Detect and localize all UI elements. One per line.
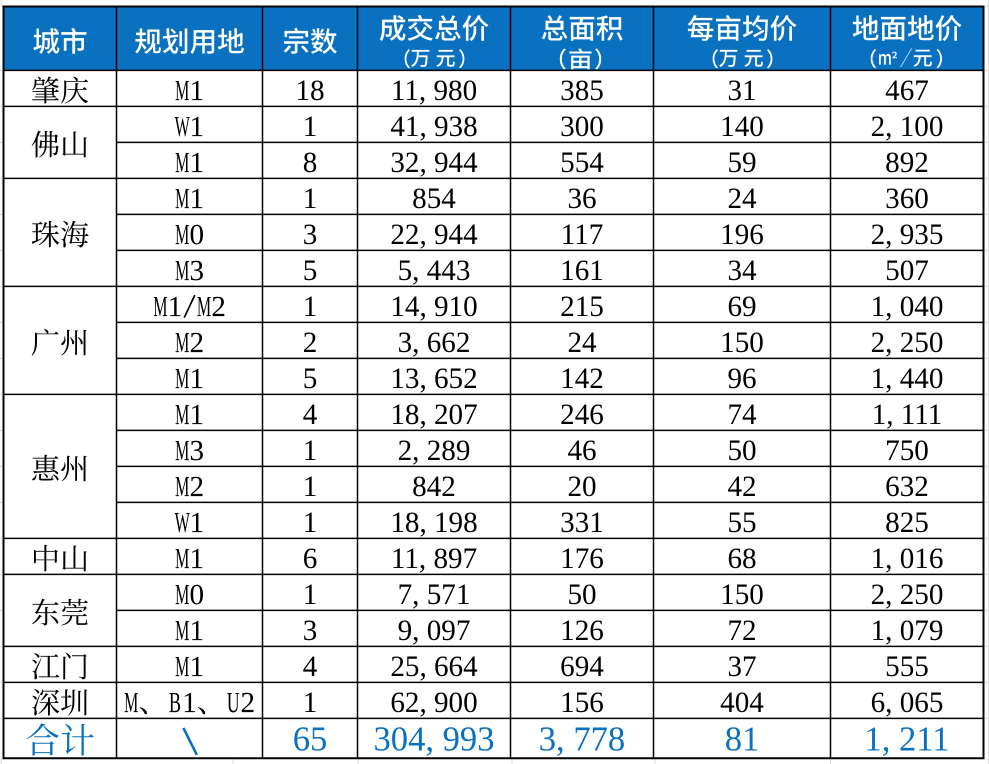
- svg-text:1: 1: [303, 579, 318, 611]
- svg-text:1: 1: [303, 435, 318, 467]
- svg-text:2, 250: 2, 250: [871, 579, 944, 611]
- svg-text:13, 652: 13, 652: [390, 363, 477, 395]
- svg-text:72: 72: [727, 615, 756, 647]
- svg-text:3: 3: [303, 219, 318, 251]
- svg-text:215: 215: [560, 291, 604, 323]
- svg-text:42: 42: [727, 471, 756, 503]
- svg-text:20: 20: [567, 471, 596, 503]
- svg-text:150: 150: [720, 327, 764, 359]
- svg-text:50: 50: [567, 579, 596, 611]
- svg-text:8: 8: [303, 147, 318, 179]
- svg-text:32, 944: 32, 944: [390, 147, 478, 179]
- svg-text:467: 467: [885, 75, 929, 107]
- svg-text:9, 097: 9, 097: [398, 615, 471, 647]
- svg-text:196: 196: [720, 219, 764, 251]
- svg-text:304, 993: 304, 993: [373, 720, 494, 758]
- svg-text:1, 440: 1, 440: [871, 363, 944, 395]
- svg-text:96: 96: [727, 363, 756, 395]
- svg-text:825: 825: [885, 507, 929, 539]
- svg-text:74: 74: [727, 399, 757, 431]
- svg-text:62, 900: 62, 900: [390, 687, 477, 719]
- svg-text:24: 24: [727, 183, 757, 215]
- svg-text:1, 111: 1, 111: [872, 399, 943, 431]
- svg-text:1: 1: [303, 471, 318, 503]
- svg-text:25, 664: 25, 664: [390, 651, 478, 683]
- svg-text:1: 1: [303, 291, 318, 323]
- svg-text:842: 842: [412, 471, 456, 503]
- svg-text:18: 18: [295, 75, 324, 107]
- svg-text:69: 69: [727, 291, 756, 323]
- svg-text:3: 3: [303, 615, 318, 647]
- svg-text:385: 385: [560, 75, 604, 107]
- svg-text:694: 694: [560, 651, 604, 683]
- svg-text:22, 944: 22, 944: [390, 219, 478, 251]
- svg-text:126: 126: [560, 615, 604, 647]
- svg-text:1, 211: 1, 211: [864, 720, 949, 758]
- svg-text:300: 300: [560, 111, 604, 143]
- svg-text:156: 156: [560, 687, 604, 719]
- svg-text:854: 854: [412, 183, 456, 215]
- svg-text:150: 150: [720, 579, 764, 611]
- svg-text:59: 59: [727, 147, 756, 179]
- svg-text:81: 81: [725, 720, 760, 758]
- svg-text:1: 1: [303, 507, 318, 539]
- svg-text:176: 176: [560, 543, 604, 575]
- svg-text:632: 632: [885, 471, 929, 503]
- svg-text:6: 6: [303, 543, 318, 575]
- svg-text:36: 36: [567, 183, 596, 215]
- svg-text:46: 46: [567, 435, 596, 467]
- svg-text:65: 65: [293, 720, 328, 758]
- svg-text:68: 68: [727, 543, 756, 575]
- svg-text:41, 938: 41, 938: [390, 111, 477, 143]
- svg-text:5: 5: [303, 363, 318, 395]
- svg-text:404: 404: [720, 687, 764, 719]
- svg-text:11, 980: 11, 980: [391, 75, 477, 107]
- svg-text:2, 250: 2, 250: [871, 327, 944, 359]
- svg-text:117: 117: [561, 219, 604, 251]
- svg-text:31: 31: [727, 75, 756, 107]
- svg-text:892: 892: [885, 147, 929, 179]
- svg-text:1: 1: [303, 111, 318, 143]
- svg-text:1, 016: 1, 016: [871, 543, 944, 575]
- svg-text:34: 34: [727, 255, 757, 287]
- svg-text:14, 910: 14, 910: [390, 291, 477, 323]
- svg-text:2, 289: 2, 289: [398, 435, 471, 467]
- svg-text:50: 50: [727, 435, 756, 467]
- svg-text:555: 555: [885, 651, 929, 683]
- svg-text:3, 662: 3, 662: [398, 327, 471, 359]
- svg-text:3, 778: 3, 778: [539, 720, 625, 758]
- svg-text:140: 140: [720, 111, 764, 143]
- svg-text:507: 507: [885, 255, 929, 287]
- svg-text:18, 198: 18, 198: [390, 507, 477, 539]
- svg-text:6, 065: 6, 065: [871, 687, 944, 719]
- svg-text:4: 4: [303, 399, 318, 431]
- svg-text:2, 935: 2, 935: [871, 219, 944, 251]
- svg-text:37: 37: [727, 651, 756, 683]
- svg-text:1: 1: [303, 183, 318, 215]
- svg-text:11, 897: 11, 897: [391, 543, 477, 575]
- svg-text:1: 1: [303, 687, 318, 719]
- svg-text:5, 443: 5, 443: [398, 255, 471, 287]
- svg-text:750: 750: [885, 435, 929, 467]
- svg-text:5: 5: [303, 255, 318, 287]
- svg-text:7, 571: 7, 571: [398, 579, 471, 611]
- svg-text:360: 360: [885, 183, 929, 215]
- svg-text:2, 100: 2, 100: [871, 111, 944, 143]
- svg-text:1, 079: 1, 079: [871, 615, 944, 647]
- svg-text:55: 55: [727, 507, 756, 539]
- svg-text:24: 24: [567, 327, 597, 359]
- svg-text:18, 207: 18, 207: [390, 399, 477, 431]
- svg-text:4: 4: [303, 651, 318, 683]
- svg-text:246: 246: [560, 399, 604, 431]
- svg-text:142: 142: [560, 363, 604, 395]
- svg-text:554: 554: [560, 147, 604, 179]
- svg-text:1, 040: 1, 040: [871, 291, 944, 323]
- svg-text:2: 2: [303, 327, 318, 359]
- svg-text:331: 331: [560, 507, 604, 539]
- svg-text:161: 161: [560, 255, 604, 287]
